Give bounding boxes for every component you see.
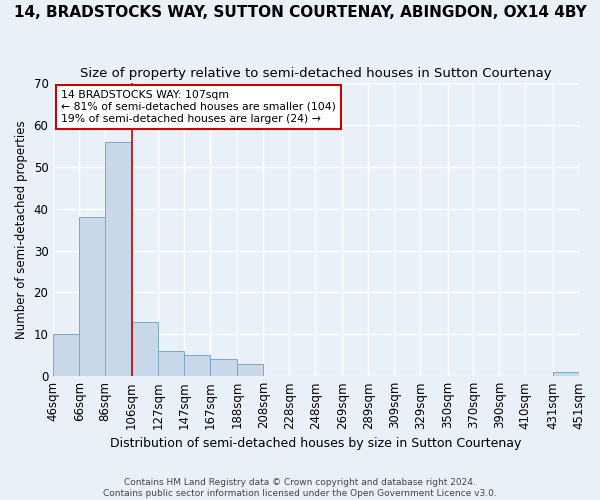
Bar [158, 351, 184, 376]
Text: Contains HM Land Registry data © Crown copyright and database right 2024.
Contai: Contains HM Land Registry data © Crown c… [103, 478, 497, 498]
Text: 14, BRADSTOCKS WAY, SUTTON COURTENAY, ABINGDON, OX14 4BY: 14, BRADSTOCKS WAY, SUTTON COURTENAY, AB… [14, 5, 586, 20]
Bar [184, 355, 210, 376]
Bar [105, 142, 131, 376]
Bar [553, 372, 578, 376]
Bar [238, 364, 263, 376]
Bar [210, 360, 238, 376]
Bar [53, 334, 79, 376]
X-axis label: Distribution of semi-detached houses by size in Sutton Courtenay: Distribution of semi-detached houses by … [110, 437, 521, 450]
Title: Size of property relative to semi-detached houses in Sutton Courtenay: Size of property relative to semi-detach… [80, 68, 552, 80]
Bar [79, 217, 105, 376]
Bar [131, 322, 158, 376]
Y-axis label: Number of semi-detached properties: Number of semi-detached properties [15, 120, 28, 339]
Text: 14 BRADSTOCKS WAY: 107sqm
← 81% of semi-detached houses are smaller (104)
19% of: 14 BRADSTOCKS WAY: 107sqm ← 81% of semi-… [61, 90, 336, 124]
